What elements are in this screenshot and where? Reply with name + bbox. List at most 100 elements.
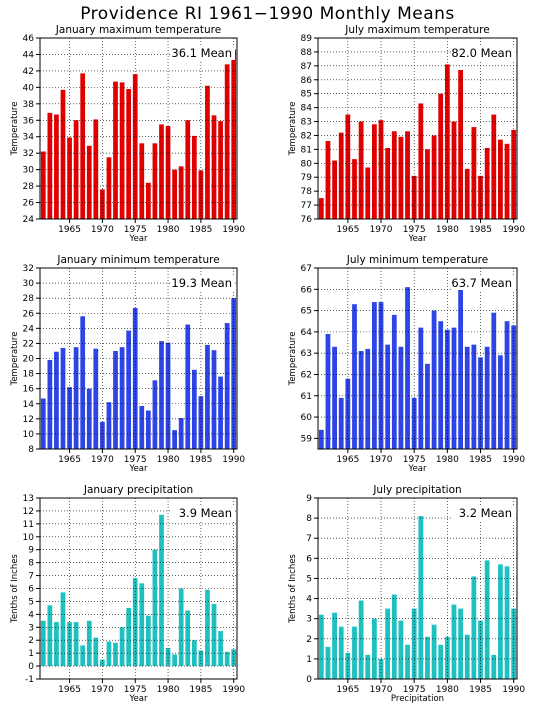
mean-label-bg — [451, 506, 515, 520]
y-tick-label: 80 — [301, 159, 313, 169]
bar — [378, 120, 384, 219]
bar — [119, 82, 125, 220]
y-tick-label: 18 — [23, 370, 35, 380]
y-axis-label: Tenths of Inches — [288, 554, 298, 624]
y-tick-label: 26 — [23, 199, 35, 209]
bar — [358, 351, 364, 449]
bar — [438, 321, 444, 449]
plot-frame — [39, 497, 238, 680]
x-tick-label: 1975 — [403, 225, 426, 235]
bar — [100, 189, 105, 219]
x-tick-label: 1965 — [58, 225, 81, 235]
bar — [345, 114, 351, 219]
bar — [126, 607, 132, 667]
y-tick-label: 38 — [23, 100, 35, 110]
y-tick-label: 36 — [23, 116, 35, 126]
bar — [54, 114, 59, 219]
bar — [444, 329, 450, 449]
y-tick-label: 63 — [301, 349, 312, 359]
y-tick-label: 9 — [28, 546, 34, 556]
x-tick-label: 1975 — [124, 455, 147, 465]
bar — [198, 650, 204, 667]
bar — [100, 659, 105, 667]
bar — [198, 396, 204, 449]
bar — [451, 121, 457, 219]
bar — [471, 127, 477, 219]
x-tick-label: 1975 — [403, 685, 426, 695]
bar — [106, 641, 112, 667]
x-tick-label: 1970 — [91, 455, 114, 465]
y-tick-label: 0 — [306, 675, 312, 685]
y-tick-label: 8 — [306, 514, 312, 524]
bar — [491, 654, 497, 679]
plot-frame — [317, 497, 518, 680]
bar — [444, 64, 450, 219]
bar — [391, 131, 397, 219]
bar — [218, 376, 223, 449]
bar — [425, 363, 430, 449]
y-tick-label: 4 — [28, 610, 34, 620]
x-tick-label: 1970 — [370, 685, 393, 695]
bar — [318, 614, 324, 679]
y-tick-label: 89 — [301, 34, 313, 44]
bar — [159, 341, 164, 449]
y-tick-label: 24 — [23, 324, 35, 334]
x-tick-label: 1970 — [370, 225, 393, 235]
bar — [178, 166, 184, 219]
x-tick-label: 1965 — [336, 685, 359, 695]
y-tick-label: 20 — [23, 355, 35, 365]
y-tick-label: 32 — [23, 149, 34, 159]
y-tick-label: 87 — [301, 62, 312, 72]
y-tick-label: 42 — [23, 67, 34, 77]
y-tick-label: 7 — [306, 534, 312, 544]
mean-label: 19.3 Mean — [171, 276, 232, 290]
y-tick-label: 2 — [28, 636, 34, 646]
bar — [113, 81, 118, 219]
bar — [332, 346, 337, 449]
bar — [498, 355, 503, 449]
bar — [191, 640, 197, 667]
y-tick-label: 5 — [306, 574, 312, 584]
bar — [498, 564, 503, 679]
plot-frame — [39, 37, 238, 220]
bar — [398, 620, 404, 679]
bar — [165, 126, 171, 219]
y-tick-label: 30 — [23, 166, 35, 176]
bar — [345, 378, 351, 449]
bar — [113, 642, 118, 667]
bar — [325, 334, 331, 449]
y-tick-label: 12 — [23, 507, 34, 517]
y-tick-label: 6 — [306, 554, 312, 564]
bar — [385, 344, 391, 449]
bar — [205, 85, 210, 219]
bar — [352, 626, 357, 679]
bar — [358, 600, 364, 679]
y-tick-label: 1 — [306, 655, 312, 665]
bar — [106, 402, 112, 449]
bar — [338, 397, 344, 449]
x-tick-label: 1980 — [157, 685, 180, 695]
chart-title: July minimum temperature — [346, 254, 488, 266]
bar — [126, 330, 132, 449]
bar — [405, 287, 410, 449]
bar — [484, 147, 490, 219]
chart-title: January precipitation — [83, 484, 193, 496]
x-tick-label: 1970 — [91, 225, 114, 235]
bar — [418, 327, 424, 449]
bar — [378, 658, 384, 679]
page-title: Providence RI 1961−1990 Monthly Means — [80, 4, 455, 24]
bar — [345, 652, 351, 679]
mean-label: 3.2 Mean — [459, 506, 512, 520]
bar — [385, 608, 391, 679]
bar — [224, 651, 230, 667]
bar — [47, 605, 53, 667]
bar — [145, 615, 151, 667]
y-tick-label: 76 — [301, 215, 313, 225]
bar — [372, 302, 377, 449]
bar — [139, 143, 145, 219]
y-tick-label: 78 — [301, 187, 313, 197]
y-tick-label: 16 — [23, 385, 35, 395]
bar — [93, 348, 99, 449]
bar — [159, 124, 164, 219]
bar — [325, 646, 331, 679]
